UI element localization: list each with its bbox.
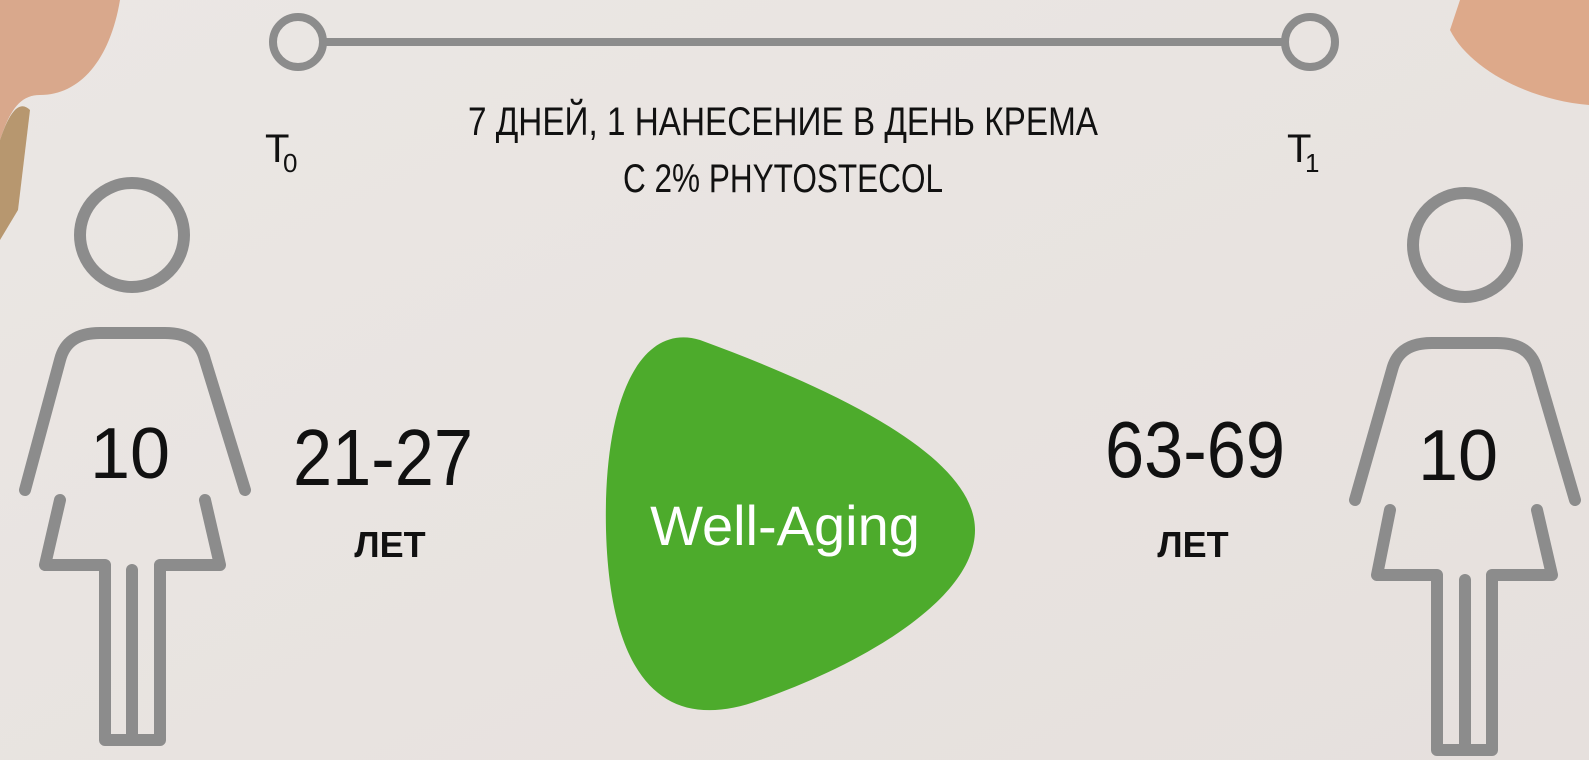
caption-line: С 2% PHYTOSTECOL (623, 157, 943, 201)
start-subscript: 0 (283, 148, 297, 178)
group-unit: ЛЕТ (1157, 524, 1228, 565)
group-unit: ЛЕТ (354, 524, 425, 565)
group-count: 10 (1418, 416, 1498, 496)
group-age: 21-27 (293, 413, 473, 502)
infographic: T 0 T 1 7 ДНЕЙ, 1 НАНЕСЕНИЕ В ДЕНЬ КРЕМА… (0, 0, 1589, 760)
group-count: 10 (90, 414, 170, 494)
end-subscript: 1 (1305, 148, 1319, 178)
group-age: 63-69 (1105, 405, 1285, 494)
badge-label: Well-Aging (650, 494, 920, 557)
page: {"timeline": {"start": {"label": "T", "s… (0, 0, 1589, 760)
caption-line: 7 ДНЕЙ, 1 НАНЕСЕНИЕ В ДЕНЬ КРЕМА (468, 98, 1098, 144)
